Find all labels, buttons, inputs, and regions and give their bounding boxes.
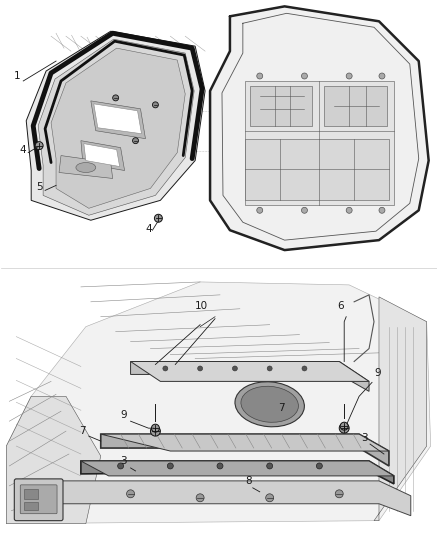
- Circle shape: [150, 426, 160, 436]
- Ellipse shape: [235, 382, 304, 427]
- Polygon shape: [7, 6, 210, 250]
- Text: 6: 6: [337, 301, 344, 311]
- Circle shape: [379, 207, 385, 213]
- Ellipse shape: [241, 386, 298, 422]
- Polygon shape: [101, 434, 389, 466]
- Text: 9: 9: [374, 368, 381, 378]
- Text: 10: 10: [195, 301, 208, 311]
- Circle shape: [267, 366, 272, 371]
- Polygon shape: [59, 156, 113, 179]
- Polygon shape: [94, 104, 141, 134]
- Polygon shape: [131, 361, 369, 382]
- Circle shape: [301, 73, 307, 79]
- Text: 8: 8: [245, 476, 251, 486]
- Polygon shape: [84, 144, 120, 166]
- Circle shape: [35, 142, 43, 150]
- Circle shape: [340, 422, 348, 430]
- Polygon shape: [38, 39, 194, 215]
- Circle shape: [267, 463, 273, 469]
- Polygon shape: [324, 86, 387, 126]
- Polygon shape: [245, 139, 389, 200]
- Polygon shape: [61, 481, 411, 516]
- Circle shape: [335, 490, 343, 498]
- Circle shape: [163, 366, 168, 371]
- Circle shape: [152, 424, 159, 432]
- Circle shape: [196, 494, 204, 502]
- Circle shape: [257, 73, 263, 79]
- Polygon shape: [131, 361, 369, 391]
- Text: 3: 3: [120, 456, 127, 466]
- Text: 7: 7: [79, 426, 85, 436]
- Polygon shape: [81, 141, 124, 171]
- Circle shape: [339, 423, 349, 433]
- FancyBboxPatch shape: [20, 485, 57, 514]
- Circle shape: [198, 366, 203, 371]
- Text: 1: 1: [13, 71, 20, 81]
- Polygon shape: [51, 48, 185, 208]
- Circle shape: [257, 207, 263, 213]
- Text: 4: 4: [19, 144, 26, 155]
- Ellipse shape: [76, 163, 96, 173]
- Circle shape: [316, 463, 322, 469]
- Text: 9: 9: [120, 410, 127, 420]
- Circle shape: [302, 366, 307, 371]
- Circle shape: [152, 102, 159, 108]
- Text: 4: 4: [145, 224, 152, 234]
- Polygon shape: [7, 397, 101, 523]
- Circle shape: [127, 490, 134, 498]
- Circle shape: [217, 463, 223, 469]
- Circle shape: [301, 207, 307, 213]
- Polygon shape: [245, 81, 394, 205]
- Polygon shape: [101, 434, 389, 451]
- Polygon shape: [374, 297, 427, 521]
- Text: 5: 5: [36, 182, 43, 192]
- FancyBboxPatch shape: [24, 502, 38, 510]
- Text: 3: 3: [361, 433, 368, 443]
- Circle shape: [233, 366, 237, 371]
- Polygon shape: [91, 101, 145, 139]
- Circle shape: [155, 214, 162, 222]
- Circle shape: [167, 463, 173, 469]
- Circle shape: [346, 207, 352, 213]
- Polygon shape: [81, 461, 394, 484]
- Polygon shape: [7, 282, 431, 523]
- Text: 7: 7: [278, 403, 284, 413]
- Polygon shape: [250, 86, 312, 126]
- Circle shape: [113, 95, 119, 101]
- FancyBboxPatch shape: [14, 479, 63, 521]
- Circle shape: [133, 138, 138, 144]
- Circle shape: [118, 463, 124, 469]
- Circle shape: [266, 494, 274, 502]
- FancyBboxPatch shape: [24, 489, 38, 499]
- Polygon shape: [26, 31, 205, 220]
- Polygon shape: [81, 461, 394, 476]
- Circle shape: [379, 73, 385, 79]
- Circle shape: [346, 73, 352, 79]
- Polygon shape: [210, 6, 429, 250]
